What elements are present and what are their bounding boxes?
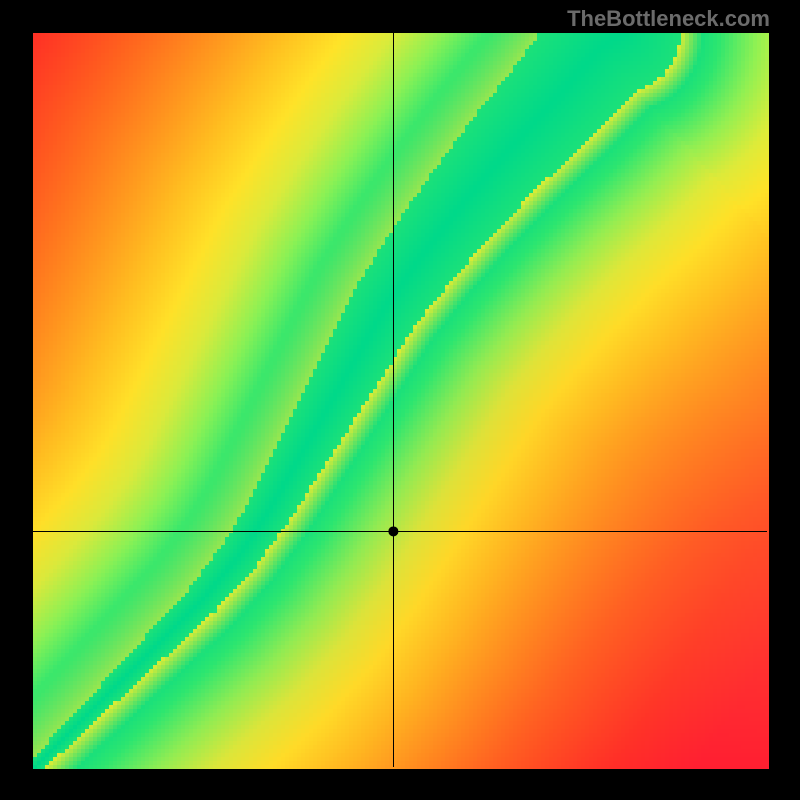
heatmap-canvas — [0, 0, 800, 800]
chart-container: TheBottleneck.com — [0, 0, 800, 800]
watermark-text: TheBottleneck.com — [567, 6, 770, 32]
